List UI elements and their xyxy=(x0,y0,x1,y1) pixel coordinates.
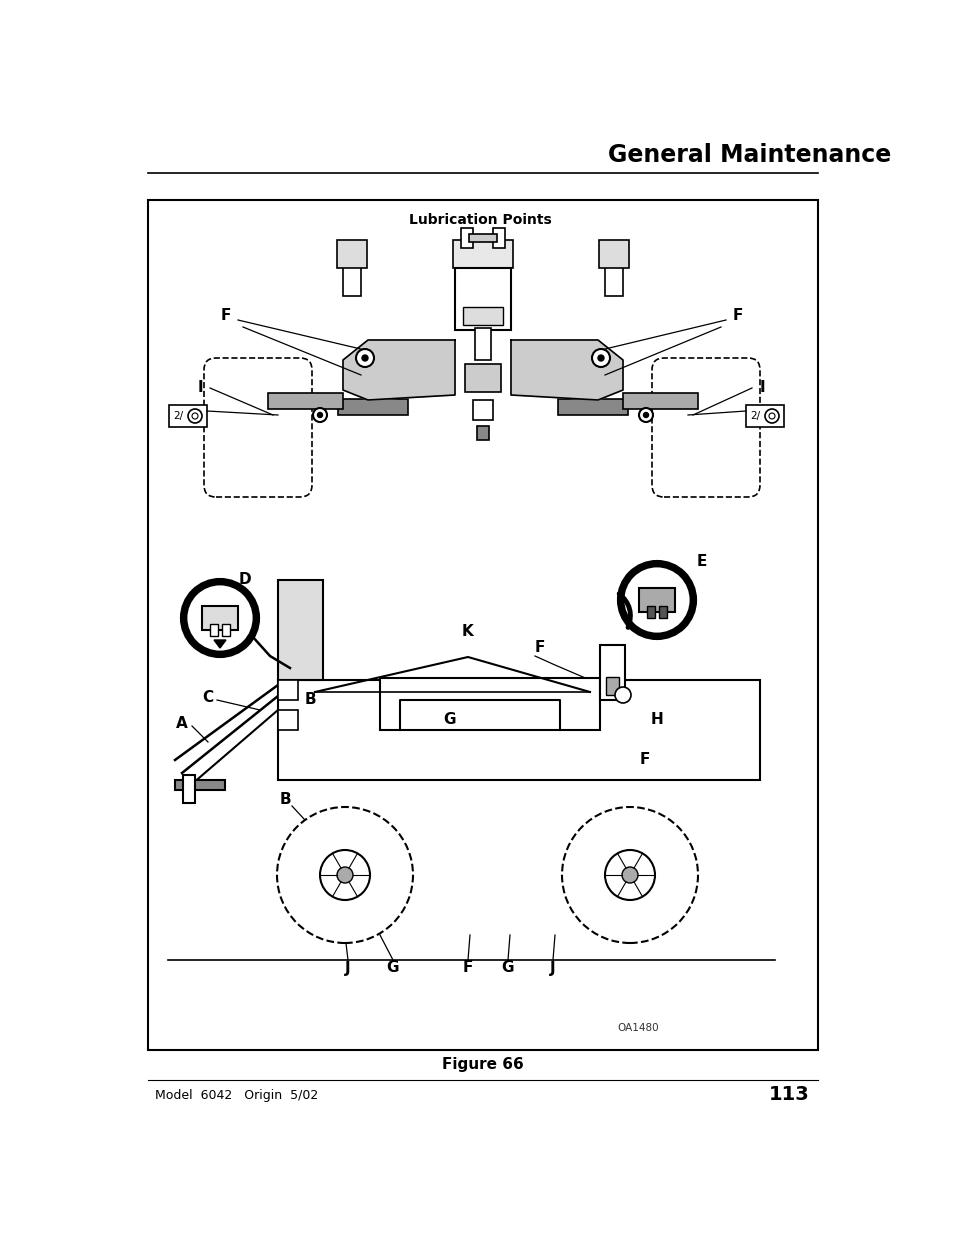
Bar xyxy=(604,241,622,296)
Bar xyxy=(460,228,473,248)
Text: B: B xyxy=(304,693,315,708)
Bar xyxy=(605,677,618,695)
Circle shape xyxy=(188,409,202,424)
Text: I: I xyxy=(759,380,764,395)
Circle shape xyxy=(317,412,322,417)
Text: G: G xyxy=(386,961,399,976)
Text: A: A xyxy=(176,716,188,731)
Bar xyxy=(453,240,513,268)
Circle shape xyxy=(615,687,630,703)
Circle shape xyxy=(598,354,603,361)
Text: Lubrication Points: Lubrication Points xyxy=(408,212,551,227)
Bar xyxy=(277,580,323,680)
Bar xyxy=(558,399,627,415)
Text: E: E xyxy=(696,555,706,569)
Bar xyxy=(476,426,489,440)
Circle shape xyxy=(186,584,253,652)
Circle shape xyxy=(319,850,370,900)
Bar xyxy=(646,606,655,618)
Bar xyxy=(277,680,760,781)
Bar xyxy=(174,781,225,790)
Circle shape xyxy=(192,412,198,419)
Circle shape xyxy=(604,850,655,900)
Bar xyxy=(598,240,628,268)
Circle shape xyxy=(764,409,779,424)
Bar xyxy=(337,399,408,415)
Circle shape xyxy=(361,354,368,361)
Text: G: G xyxy=(443,713,456,727)
Text: OA1480: OA1480 xyxy=(617,1023,659,1032)
Bar xyxy=(659,606,666,618)
Circle shape xyxy=(768,412,774,419)
Text: F: F xyxy=(220,308,231,322)
Bar xyxy=(202,606,237,630)
Circle shape xyxy=(621,867,638,883)
Text: J: J xyxy=(345,961,351,976)
Bar xyxy=(277,710,297,730)
Text: Model  6042   Origin  5/02: Model 6042 Origin 5/02 xyxy=(154,1088,318,1102)
Circle shape xyxy=(336,867,353,883)
Circle shape xyxy=(182,580,257,656)
Circle shape xyxy=(592,350,609,367)
Bar xyxy=(343,241,360,296)
Text: 113: 113 xyxy=(768,1086,809,1104)
Bar xyxy=(336,240,367,268)
Text: J: J xyxy=(550,961,556,976)
Text: 2/: 2/ xyxy=(749,411,760,421)
Bar xyxy=(277,680,297,700)
Bar xyxy=(745,405,783,427)
Bar xyxy=(379,678,599,730)
Text: G: G xyxy=(501,961,514,976)
Text: General Maintenance: General Maintenance xyxy=(608,143,891,167)
Circle shape xyxy=(643,412,648,417)
Circle shape xyxy=(618,562,695,638)
Circle shape xyxy=(355,350,374,367)
Text: B: B xyxy=(279,793,291,808)
Bar xyxy=(210,624,218,636)
Bar xyxy=(622,393,698,409)
Text: F: F xyxy=(462,961,473,976)
Bar xyxy=(599,645,624,700)
Text: F: F xyxy=(732,308,742,322)
Circle shape xyxy=(561,806,698,944)
Bar xyxy=(475,329,491,359)
Polygon shape xyxy=(343,340,455,400)
Bar xyxy=(148,200,817,1050)
Bar xyxy=(462,308,502,325)
Text: Figure 66: Figure 66 xyxy=(441,1057,523,1072)
Bar xyxy=(455,268,511,330)
Polygon shape xyxy=(213,640,226,648)
Circle shape xyxy=(313,408,327,422)
Bar xyxy=(268,393,343,409)
Circle shape xyxy=(639,408,652,422)
Bar xyxy=(464,364,500,391)
Text: 2/: 2/ xyxy=(172,411,183,421)
FancyBboxPatch shape xyxy=(204,358,312,496)
Text: I: I xyxy=(197,380,203,395)
Text: F: F xyxy=(535,641,544,656)
Bar xyxy=(469,233,497,242)
Bar xyxy=(222,624,230,636)
Bar xyxy=(183,776,194,803)
Text: F: F xyxy=(639,752,650,767)
Text: C: C xyxy=(202,690,213,705)
Bar xyxy=(493,228,504,248)
FancyBboxPatch shape xyxy=(651,358,760,496)
Text: D: D xyxy=(238,573,251,588)
Bar xyxy=(169,405,207,427)
Bar xyxy=(639,588,675,613)
Polygon shape xyxy=(511,340,622,400)
Text: H: H xyxy=(650,713,662,727)
Circle shape xyxy=(276,806,413,944)
Bar xyxy=(473,400,493,420)
Circle shape xyxy=(622,566,690,634)
Text: K: K xyxy=(461,625,474,640)
